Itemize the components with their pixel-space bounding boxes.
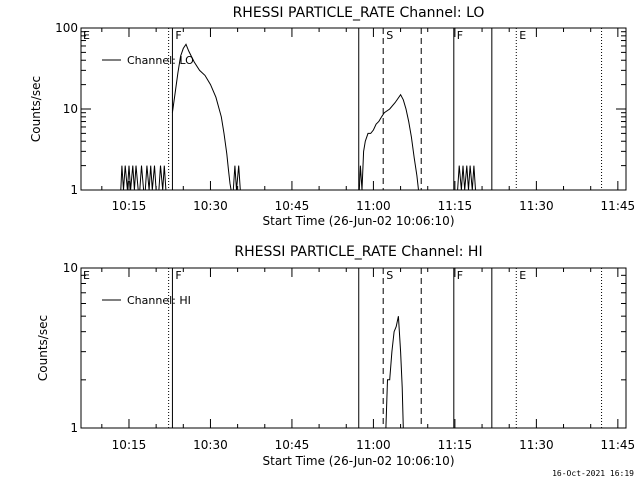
panel-1-title: RHESSI PARTICLE_RATE Channel: LO — [233, 5, 485, 21]
panel-1-x-tick-label: 10:15 — [112, 199, 147, 213]
panel-1-legend-label: Channel: LO — [127, 54, 194, 67]
panel-1-y-tick-label: 10 — [63, 102, 78, 116]
panel-2-marker-label: F — [175, 269, 181, 282]
panel-2-x-tick-label: 11:45 — [601, 438, 636, 452]
panel-2-marker-label: S — [386, 269, 393, 282]
panel-1-x-tick-label: 11:00 — [356, 199, 391, 213]
panel-2-y-tick-label: 1 — [70, 421, 78, 435]
panel-2-plot-frame — [80, 267, 627, 429]
panel-1-y-tick-label: 100 — [55, 21, 78, 35]
panel-1-y-axis-label: Counts/sec — [29, 76, 43, 142]
panel-2-title: RHESSI PARTICLE_RATE Channel: HI — [234, 244, 482, 260]
panel-1-x-tick-label: 11:30 — [519, 199, 554, 213]
panel-1-x-tick-label: 11:45 — [601, 199, 636, 213]
panel-1-y-tick-label: 1 — [70, 183, 78, 197]
panel-2-x-tick-label: 10:30 — [193, 438, 228, 452]
panel-2-x-tick-label: 11:15 — [438, 438, 473, 452]
panel-2-x-tick-label: 11:00 — [356, 438, 391, 452]
date-stamp: 16-Oct-2021 16:19 — [552, 469, 634, 478]
panel-1-series-line — [120, 165, 145, 191]
panel-1-series-line — [457, 165, 476, 191]
panel-2-x-tick-label: 10:45 — [275, 438, 310, 452]
panel-1-series-line — [171, 43, 232, 191]
panel-1-series-line — [232, 165, 241, 191]
panel-1-series-line — [158, 165, 169, 191]
panel-1-marker-label: F — [457, 29, 463, 42]
panel-2-series-line — [385, 316, 404, 429]
panel-1-x-tick-label: 11:15 — [438, 199, 473, 213]
panel-1-marker-label: F — [175, 29, 181, 42]
panel-2-legend-label: Channel: HI — [127, 294, 191, 307]
panel-1-x-tick-label: 10:45 — [275, 199, 310, 213]
panel-1-x-axis-label: Start Time (26-Jun-02 10:06:10) — [263, 214, 455, 228]
panel-2-x-tick-label: 11:30 — [519, 438, 554, 452]
panel-2-x-axis-label: Start Time (26-Jun-02 10:06:10) — [263, 454, 455, 468]
panel-1-series-line — [358, 93, 419, 191]
panel-1-marker-label: S — [386, 29, 393, 42]
panel-2-edge-label: E — [83, 269, 90, 282]
panel-2-y-tick-label: 10 — [63, 261, 78, 275]
panel-1-series-line — [144, 165, 157, 191]
panel-1-marker-label: E — [519, 29, 526, 42]
panel-2-y-axis-label: Counts/sec — [36, 315, 50, 381]
panel-2-x-tick-label: 10:15 — [112, 438, 147, 452]
panel-2-marker-label: F — [457, 269, 463, 282]
panel-1-x-tick-label: 10:30 — [193, 199, 228, 213]
panel-1-plot-frame — [80, 27, 627, 191]
panel-1-edge-label: E — [83, 29, 90, 42]
panel-2-marker-label: E — [519, 269, 526, 282]
